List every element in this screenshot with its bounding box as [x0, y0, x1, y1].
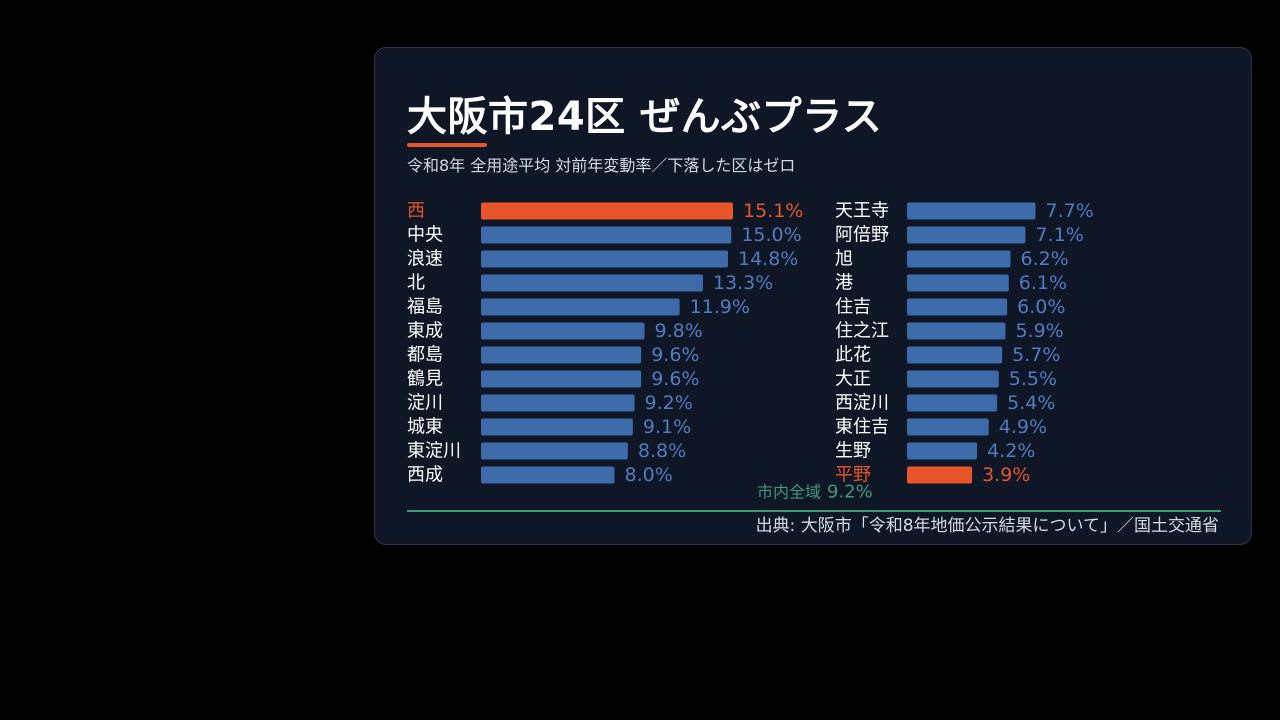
value-label: 15.0%	[741, 224, 801, 246]
value-label: 8.0%	[625, 464, 673, 486]
category-label: 西	[407, 201, 425, 222]
value-label: 7.1%	[1035, 224, 1083, 246]
category-label: 住之江	[835, 321, 889, 342]
bar	[481, 442, 628, 460]
category-label: 旭	[835, 249, 853, 270]
bar	[481, 370, 642, 388]
chart-card: 大阪市24区 ぜんぶプラス 令和8年 全用途平均 対前年変動率／下落した区はゼロ…	[374, 47, 1252, 545]
category-label: 西成	[407, 465, 443, 486]
category-label: 生野	[835, 441, 871, 462]
bar	[481, 466, 615, 484]
category-label: 福島	[407, 297, 443, 318]
bar	[907, 226, 1026, 244]
category-label: 此花	[835, 345, 871, 366]
value-label: 9.6%	[651, 344, 699, 366]
value-label: 15.1%	[743, 200, 803, 222]
bar	[481, 322, 645, 340]
category-label: 東成	[407, 321, 443, 342]
bar	[907, 346, 1003, 364]
chart-title: 大阪市24区 ぜんぶプラス	[407, 94, 883, 140]
category-label: 東住吉	[835, 417, 889, 438]
category-label: 大正	[835, 369, 871, 390]
value-label: 6.0%	[1017, 296, 1065, 318]
value-label: 13.3%	[713, 272, 773, 294]
category-label: 天王寺	[835, 201, 889, 222]
bar	[907, 442, 978, 460]
category-label: 東淀川	[407, 441, 461, 462]
category-label: 鶴見	[407, 369, 443, 390]
value-label: 3.9%	[982, 464, 1030, 486]
category-label: 住吉	[835, 297, 871, 318]
average-value: 9.2%	[827, 482, 873, 503]
category-label: 都島	[407, 345, 443, 366]
category-label: 平野	[835, 465, 871, 486]
value-label: 7.7%	[1046, 200, 1094, 222]
bar	[481, 394, 635, 412]
bar	[481, 274, 703, 292]
value-label: 9.2%	[645, 392, 693, 414]
value-label: 11.9%	[690, 296, 750, 318]
bar	[481, 346, 642, 364]
category-label: 淀川	[407, 393, 443, 414]
category-label: 阿倍野	[835, 225, 889, 246]
bar	[907, 298, 1008, 316]
bar	[481, 202, 733, 220]
category-label: 西淀川	[835, 393, 889, 414]
bar	[481, 226, 732, 244]
bar	[907, 394, 998, 412]
category-label: 港	[835, 273, 853, 294]
bar	[481, 298, 680, 316]
category-label: 浪速	[407, 249, 443, 270]
bar	[907, 370, 999, 388]
bar	[907, 418, 989, 436]
value-label: 9.1%	[643, 416, 691, 438]
value-label: 5.9%	[1015, 320, 1063, 342]
value-label: 5.4%	[1007, 392, 1055, 414]
chart-subtitle: 令和8年 全用途平均 対前年変動率／下落した区はゼロ	[407, 156, 796, 175]
value-label: 6.1%	[1019, 272, 1067, 294]
value-label: 14.8%	[738, 248, 798, 270]
chart-baseline	[407, 510, 1221, 512]
bar	[481, 250, 728, 268]
bar	[907, 250, 1011, 268]
value-label: 4.9%	[999, 416, 1047, 438]
value-label: 9.6%	[651, 368, 699, 390]
value-label: 4.2%	[987, 440, 1035, 462]
category-label: 城東	[407, 417, 443, 438]
value-label: 9.8%	[655, 320, 703, 342]
bar-chart: 西 15.1% 中央 15.0% 浪速 14.8% 北 13.3% 福島 11.9% 東成 9.8% 都…	[407, 200, 1094, 503]
source-note: 出典: 大阪市「令和8年地価公示結果について」／国土交通省	[755, 516, 1219, 536]
category-label: 中央	[407, 225, 443, 246]
bar	[907, 202, 1036, 220]
bar	[481, 418, 633, 436]
value-label: 5.7%	[1012, 344, 1060, 366]
title-accent-line	[407, 143, 487, 147]
category-label: 北	[407, 273, 425, 294]
average-label: 市内全域	[757, 483, 821, 502]
value-label: 5.5%	[1009, 368, 1057, 390]
bar	[907, 322, 1006, 340]
value-label: 8.8%	[638, 440, 686, 462]
bar	[907, 274, 1009, 292]
value-label: 6.2%	[1020, 248, 1068, 270]
bar	[907, 466, 973, 484]
